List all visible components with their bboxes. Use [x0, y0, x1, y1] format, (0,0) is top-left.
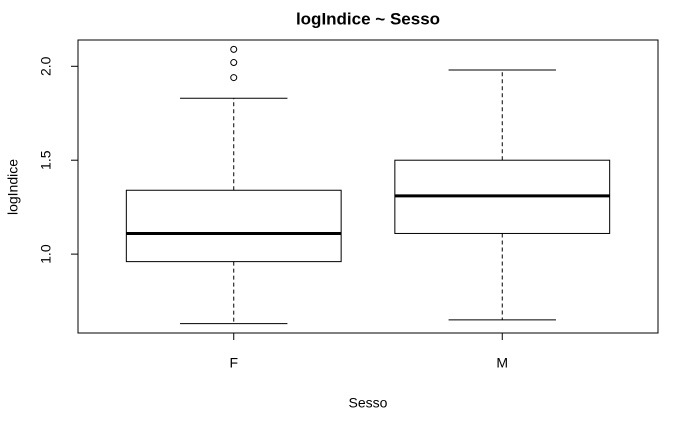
y-tick-label: 1.5 [38, 150, 54, 170]
y-tick-label: 1.0 [38, 244, 54, 264]
x-tick-label: M [496, 355, 508, 371]
y-axis-label: logIndice [5, 159, 21, 215]
chart-title: logIndice ~ Sesso [296, 9, 440, 28]
x-tick-label: F [229, 355, 238, 371]
plot-frame [77, 39, 659, 334]
outlier [230, 59, 238, 67]
outlier [230, 74, 238, 82]
y-tick-label: 2.0 [38, 56, 54, 76]
x-axis-label: Sesso [349, 395, 388, 411]
outlier [230, 45, 238, 53]
box [125, 189, 342, 263]
